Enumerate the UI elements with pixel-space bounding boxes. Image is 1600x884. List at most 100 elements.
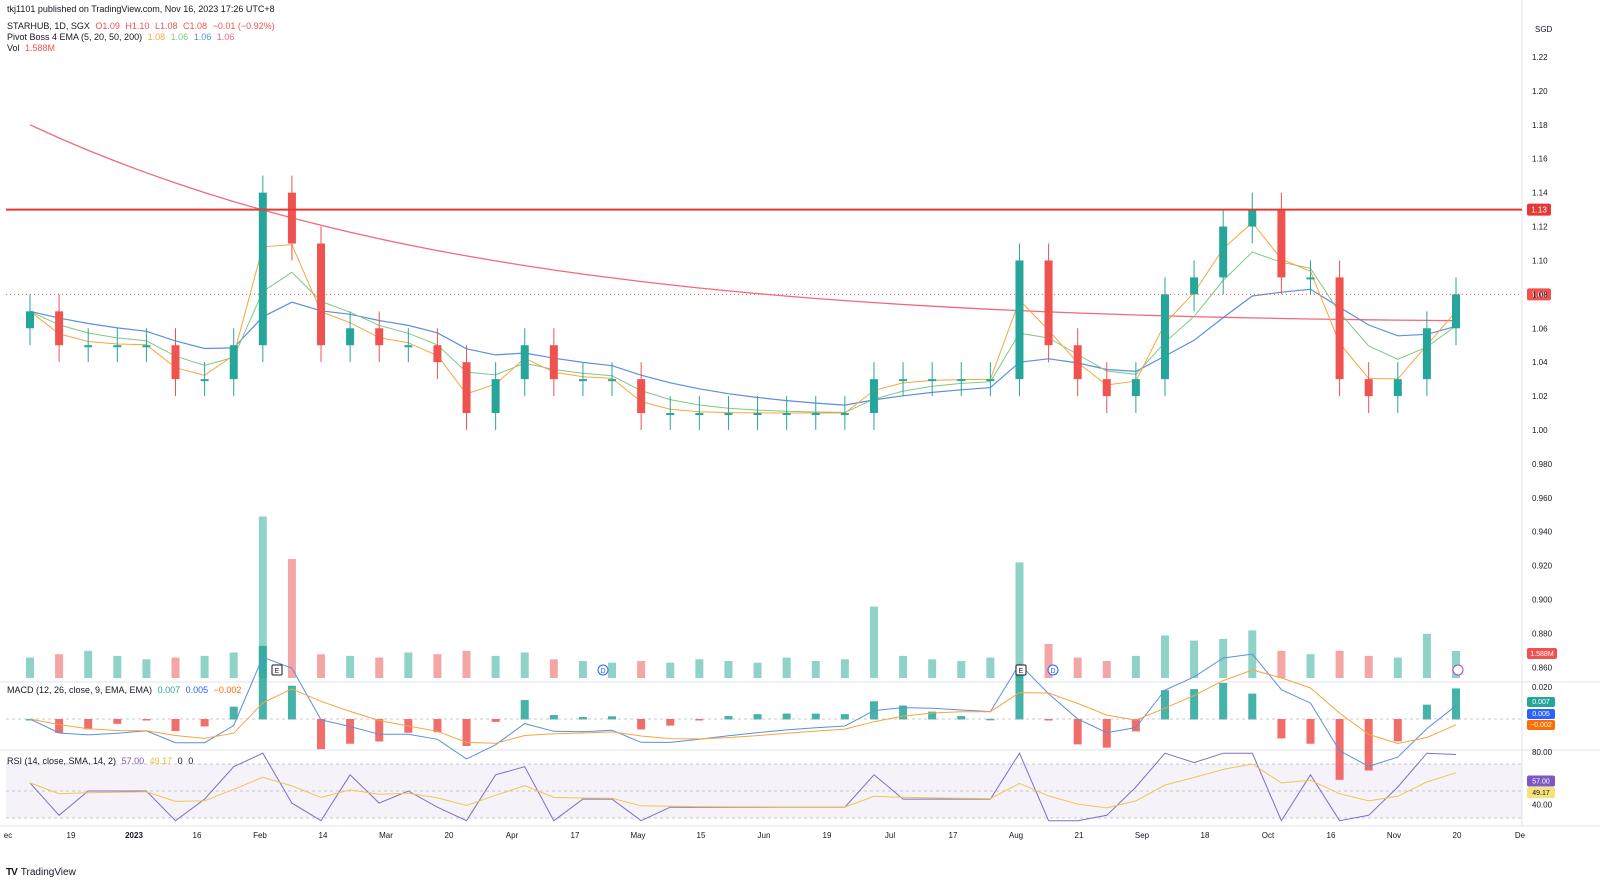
volume-bar xyxy=(142,659,151,678)
ema-indicator-label: Pivot Boss 4 EMA (5, 20, 50, 200) xyxy=(7,32,143,42)
macd-badge-text: 0.007 xyxy=(1532,699,1550,706)
volume-bar xyxy=(1015,562,1024,678)
candle-body xyxy=(869,379,878,414)
rsi-badge-text: 57.00 xyxy=(1532,779,1550,786)
rsi-extra-1: 0 xyxy=(177,756,183,766)
price-tick-label: 1.14 xyxy=(1532,189,1548,198)
candle-body xyxy=(782,413,791,416)
price-tick-label: 0.960 xyxy=(1532,494,1553,503)
macd-line xyxy=(29,653,1457,767)
volume-bar xyxy=(55,654,64,678)
time-tick-label: Aug xyxy=(1009,831,1023,840)
candle-body xyxy=(608,379,617,382)
symbol-name[interactable]: STARHUB, 1D, SGX xyxy=(7,21,90,31)
time-tick-label: Sep xyxy=(1135,831,1150,840)
macd-histogram-bar xyxy=(782,713,791,720)
candle-body xyxy=(1364,379,1373,397)
candle-body xyxy=(1190,277,1199,295)
volume-bar xyxy=(462,650,471,678)
candle-body xyxy=(346,328,355,346)
ema200-line xyxy=(29,124,1457,322)
volume-bar xyxy=(1393,657,1402,678)
volume-bar xyxy=(899,655,908,678)
volume-bar xyxy=(811,661,820,678)
candle-body xyxy=(899,379,908,382)
macd-histogram-bar xyxy=(811,713,820,720)
candle-body xyxy=(1248,209,1257,227)
price-tick-label: 1.16 xyxy=(1532,155,1548,164)
macd-pane: 0.020 0.007 0.005 −0.002 xyxy=(6,645,1555,780)
legend-rsi-row[interactable]: RSI (14, close, SMA, 14, 2) 57.00 49.17 … xyxy=(7,756,196,767)
volume-bar xyxy=(491,655,500,678)
macd-histogram-bar xyxy=(1248,693,1257,720)
legend-ema-row[interactable]: Pivot Boss 4 EMA (5, 20, 50, 200) 1.08 1… xyxy=(7,32,237,43)
ohlc-high: H1.10 xyxy=(125,21,150,31)
time-tick-label: Jul xyxy=(885,831,895,840)
rsi-axis-bottom: 40.00 xyxy=(1532,801,1553,810)
macd-histogram-bar xyxy=(462,719,471,746)
candle-body xyxy=(840,413,849,416)
price-tick-label: 0.980 xyxy=(1532,460,1553,469)
macd-histogram-bar xyxy=(1335,719,1344,780)
price-tick-label: 0.880 xyxy=(1532,629,1553,638)
candle-body xyxy=(1306,277,1315,280)
legend-macd-row[interactable]: MACD (12, 26, close, 9, EMA, EMA) 0.007 … xyxy=(7,685,244,696)
time-tick-label: 18 xyxy=(1201,831,1210,840)
last-price-badge-text: 1.08 xyxy=(1531,290,1547,299)
time-tick-label: Mar xyxy=(379,831,393,840)
volume-bar xyxy=(1452,651,1460,678)
macd-histogram-bar xyxy=(666,719,675,726)
macd-histogram-bar xyxy=(986,718,995,721)
time-tick-label: 20 xyxy=(445,831,454,840)
legend-vol-row[interactable]: Vol 1.588M xyxy=(7,43,58,54)
macd-histogram-bar xyxy=(142,719,151,721)
macd-histogram-bar xyxy=(317,719,326,750)
volume-bar xyxy=(695,659,704,678)
event-marker-label: E xyxy=(1019,668,1024,675)
candle-body xyxy=(1335,277,1344,380)
time-tick-label: 17 xyxy=(571,831,580,840)
volume-bar xyxy=(1131,655,1140,678)
macd-histogram-bar xyxy=(1102,719,1111,748)
candle-body xyxy=(1015,260,1024,380)
macd-histogram-bar xyxy=(229,706,238,720)
candle-body xyxy=(491,379,500,414)
macd-histogram-bar xyxy=(695,719,704,721)
candle-body xyxy=(811,413,820,416)
candle-body xyxy=(1044,260,1053,346)
time-tick-label: Oct xyxy=(1262,831,1275,840)
time-tick-label: 15 xyxy=(697,831,706,840)
macd-histogram-bar xyxy=(113,719,122,724)
macd-histogram-bar xyxy=(433,719,442,733)
rsi-pane: 80.00 40.00 57.00 49.17 xyxy=(6,748,1555,822)
tradingview-brand[interactable]: TV TradingView xyxy=(6,867,76,878)
macd-histogram-bar xyxy=(1190,689,1199,720)
candle-body xyxy=(55,311,64,346)
macd-histogram-bar xyxy=(1073,719,1082,745)
volume-bar xyxy=(375,657,384,678)
volume-badge xyxy=(1527,648,1557,659)
macd-badge xyxy=(1527,709,1555,719)
tradingview-logo-icon: TV xyxy=(6,867,18,878)
time-tick-label: De xyxy=(1515,831,1526,840)
time-tick-label: 16 xyxy=(1327,831,1336,840)
event-marker-label: E xyxy=(275,668,280,675)
price-tick-label: 1.20 xyxy=(1532,87,1548,96)
event-marker-label: D xyxy=(600,668,605,675)
time-tick-label: 19 xyxy=(67,831,76,840)
volume-badge-text: 1.588M xyxy=(1530,651,1554,658)
rsi-badge xyxy=(1527,775,1555,787)
volume-bar xyxy=(637,661,646,678)
volume-bar xyxy=(258,516,267,678)
price-tick-label: 1.00 xyxy=(1532,426,1548,435)
volume-bar xyxy=(113,655,122,678)
rsi-ma-line xyxy=(29,763,1457,809)
rsi-ma-badge-text: 49.17 xyxy=(1532,790,1550,797)
volume-bar xyxy=(666,662,675,678)
macd-histogram-bar xyxy=(753,714,762,720)
volume-bar xyxy=(84,650,93,678)
time-tick-label: Jun xyxy=(758,831,771,840)
macd-badge-text: 0.005 xyxy=(1532,711,1550,718)
volume-bar xyxy=(549,659,558,678)
signal-line xyxy=(29,669,1457,745)
